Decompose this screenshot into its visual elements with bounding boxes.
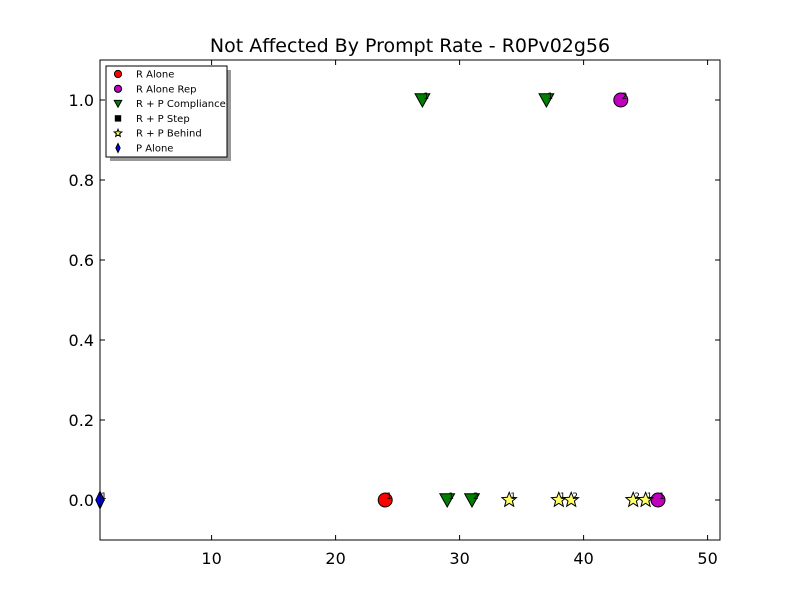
axis-ticks: 10 20 30 40 50 0.0 0.2 0.4 0.6 0.8 1.0 <box>69 60 720 568</box>
x-tick-label: 40 <box>573 549 593 568</box>
legend-box <box>105 65 228 158</box>
legend-label: R Alone <box>136 70 174 81</box>
data-point <box>613 92 629 108</box>
data-point <box>463 493 481 509</box>
legend-marker <box>113 84 123 93</box>
data-point-label: 1 <box>659 492 665 502</box>
x-tick-label: 10 <box>201 549 221 568</box>
data-point-label: 1 <box>386 492 392 502</box>
y-tick-label: 0.6 <box>69 251 94 270</box>
data-point-label: 1 <box>423 92 429 102</box>
legend-label: R + P Behind <box>136 129 202 140</box>
chart-title: Not Affected By Prompt Rate - R0Pv02g56 <box>210 35 610 57</box>
x-tick-label: 20 <box>325 549 345 568</box>
data-point <box>636 490 655 508</box>
data-point <box>562 490 580 508</box>
legend-label: R + P Step <box>136 114 190 125</box>
data-point <box>650 492 666 508</box>
x-tick-label: 30 <box>449 549 469 568</box>
legend-label: P Alone <box>136 144 173 155</box>
y-tick-label: 0.0 <box>69 491 94 510</box>
y-tick-label: 0.4 <box>69 331 94 350</box>
data-point-label: 2 <box>622 92 628 102</box>
legend-marker <box>114 115 122 122</box>
legend-label: R + P Compliance <box>136 99 226 110</box>
data-point <box>414 93 431 109</box>
data-point-label: 1 <box>510 492 516 502</box>
data-point-label: 2 <box>572 492 578 502</box>
y-tick-label: 0.8 <box>69 171 94 190</box>
y-tick-label: 1.0 <box>69 91 94 110</box>
legend-marker <box>112 127 124 138</box>
data-point <box>377 492 393 508</box>
data-point <box>538 93 555 109</box>
data-point-label: 1 <box>560 492 566 502</box>
data-point-label: 2 <box>634 492 640 502</box>
data-point <box>500 490 518 508</box>
data-point-label: 1 <box>647 492 653 502</box>
legend-marker <box>115 142 121 154</box>
legend-marker <box>113 69 123 79</box>
data-point-label: 2 <box>473 492 479 502</box>
data-point-label: 1 <box>448 492 454 502</box>
legend-marker <box>113 99 123 109</box>
plot-frame <box>99 59 721 541</box>
data-point-label: 1 <box>547 92 553 102</box>
y-tick-label: 0.2 <box>69 411 94 430</box>
legend: R Alone R Alone Rep R + P Compliance R + P … <box>105 65 231 161</box>
legend-label: R Alone Rep <box>136 84 197 95</box>
data-point <box>439 493 456 509</box>
x-tick-label: 50 <box>697 549 717 568</box>
data-point-label: 1 <box>101 492 107 502</box>
